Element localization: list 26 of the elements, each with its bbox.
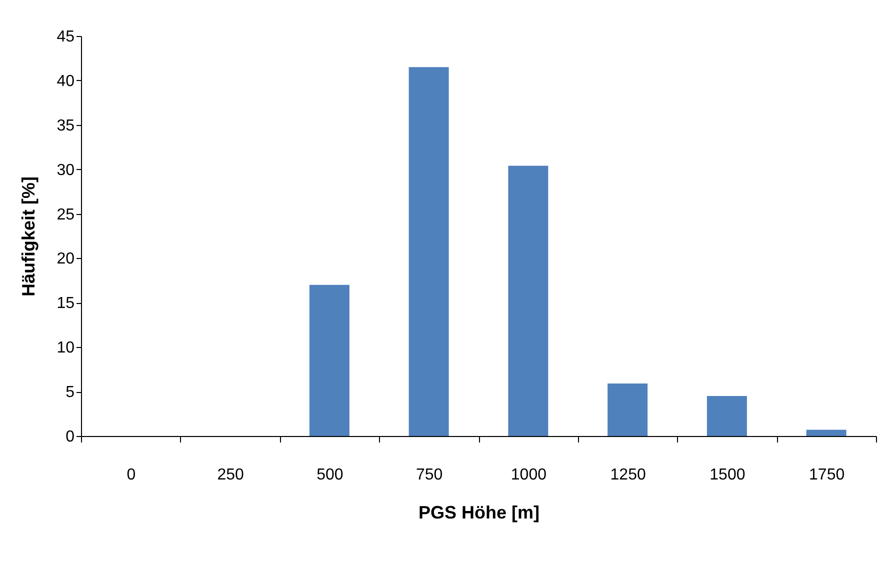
- y-tick-label: 35: [56, 117, 75, 134]
- y-axis-title: Häufigkeit [%]: [18, 176, 39, 297]
- bar: [508, 166, 548, 436]
- x-tick-label: 1250: [610, 466, 646, 484]
- x-axis-title: PGS Höhe [m]: [418, 502, 540, 522]
- y-tick-label: 45: [56, 28, 75, 46]
- y-tick-label: 20: [56, 250, 75, 268]
- y-tick-label: 40: [56, 72, 75, 90]
- y-tick-label: 15: [56, 295, 75, 312]
- y-tick-label: 5: [66, 384, 75, 402]
- y-tick-label: 30: [56, 162, 75, 179]
- bar: [706, 396, 747, 436]
- y-tick-label: 10: [56, 340, 75, 357]
- x-tick-label: 1750: [809, 466, 845, 484]
- bar: [408, 67, 449, 436]
- x-tick-label: 750: [416, 466, 443, 484]
- y-tick-label: 0: [66, 428, 75, 446]
- x-tick-label: 1500: [710, 466, 746, 484]
- bar: [806, 430, 846, 436]
- x-tick-label: 0: [126, 466, 136, 484]
- bar: [309, 284, 350, 436]
- x-tick-label: 500: [316, 466, 344, 484]
- x-tick-label: 1000: [510, 466, 547, 484]
- y-tick-label: 25: [56, 206, 75, 224]
- x-tick-label: 250: [217, 466, 244, 484]
- bar: [608, 384, 648, 436]
